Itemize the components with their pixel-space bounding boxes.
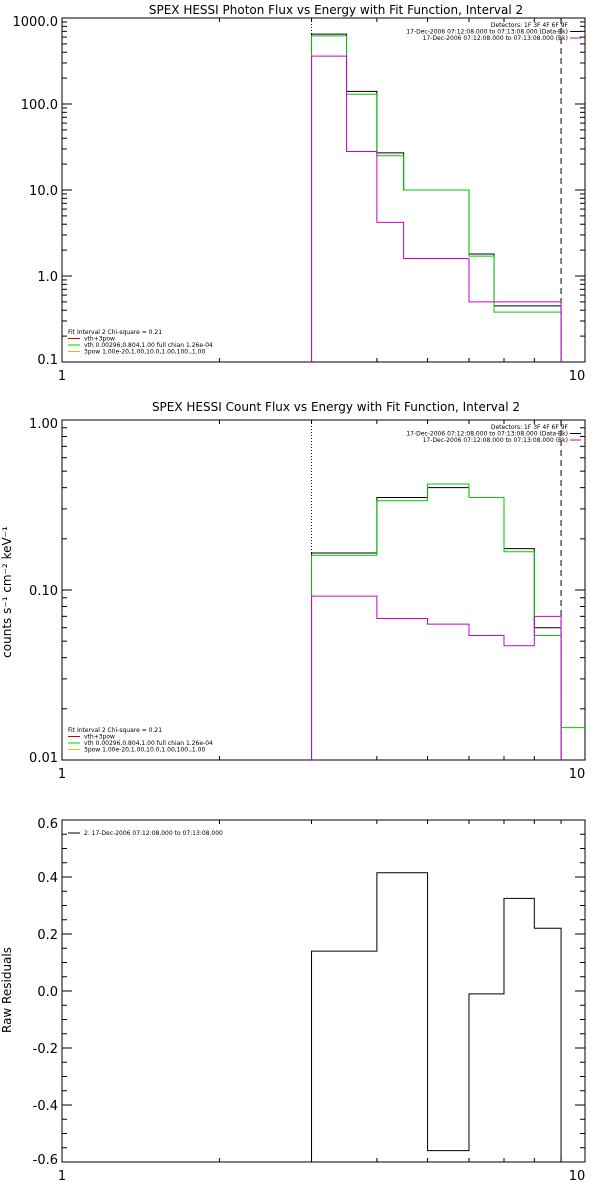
y-tick-label: 1.0 (37, 270, 58, 285)
y-tick-label: 0.6 (37, 817, 58, 832)
y-tick-label: 0.10 (29, 584, 58, 599)
y-tick-label: 1.00 (29, 417, 58, 432)
x-tick-label: 1 (58, 767, 66, 782)
legend-text: 17-Dec-2006 07:12:08.000 to 07:13:08.000… (423, 437, 568, 444)
histogram-series (311, 483, 562, 760)
histogram-series (311, 35, 562, 362)
legend-text: 17-Dec-2006 07:12:08.000 to 07:13:08.000… (423, 35, 568, 42)
y-tick-label: -0.6 (33, 1153, 58, 1168)
y-tick-label: 0.0 (37, 985, 58, 1000)
legend-text: vth 0.00296,0.804,1.00 full chian 1.26e-… (84, 342, 213, 349)
y-tick-label: 0.4 (37, 871, 58, 886)
y-tick-label: 0.01 (29, 751, 58, 766)
histogram-series (311, 872, 562, 1162)
legend-text: Fit Interval 2 Chi-square = 0.21 (68, 727, 162, 734)
legend-text: Detectors: 1F 3F 4F 6F 9F (491, 424, 569, 431)
x-tick-label: 1 (58, 1169, 66, 1184)
residuals-plot-frame (61, 819, 586, 1163)
x-tick-label: 10 (569, 1169, 586, 1184)
legend-text: 17-Dec-2006 07:12:08.000 to 07:13:08.000… (406, 431, 568, 438)
count-chart-title: SPEX HESSI Count Flux vs Energy with Fit… (152, 400, 520, 414)
legend-text: Detectors: 1F 3F 4F 6F 9F (491, 22, 569, 29)
legend-text: 3pow 1.00e-20,1.00,10.0,1.00,100.,1.00 (84, 349, 205, 356)
histogram-series (311, 33, 562, 362)
y-tick-label: -0.2 (33, 1042, 58, 1057)
histogram-series (311, 55, 562, 362)
y-tick-label: 10.0 (29, 184, 58, 199)
photon-flux-panel: SPEX HESSI Photon Flux vs Energy with Fi… (13, 3, 586, 384)
residuals-panel: Raw Residuals 1 10 -0.6 -0.4 -0.2 0.0 0.2 0.4 0.… (0, 817, 586, 1184)
histogram-series (311, 595, 562, 760)
count-plot-frame (61, 419, 586, 761)
legend-text: vth 0.00296,0.804,1.00 full chian 1.26e-… (84, 740, 213, 747)
count-flux-panel: SPEX HESSI Count Flux vs Energy with Fit… (0, 400, 586, 782)
count-y-axis-label: counts s⁻¹ cm⁻² keV⁻¹ (0, 526, 14, 658)
y-tick-label: -0.4 (33, 1099, 58, 1114)
legend-text: vth+3pow (84, 336, 115, 343)
legend-text: 2. 17-Dec-2006 07:12:08.000 to 07:13:08.… (84, 830, 223, 837)
x-tick-label: 10 (569, 369, 586, 384)
y-tick-label: 1000.0 (13, 15, 59, 30)
residuals-y-axis-label: Raw Residuals (0, 947, 14, 1033)
y-tick-label: 100.0 (21, 98, 58, 113)
photon-chart-title: SPEX HESSI Photon Flux vs Energy with Fi… (149, 3, 523, 17)
legend-text: Fit Interval 2 Chi-square = 0.21 (68, 329, 162, 336)
legend-text: 17-Dec-2006 07:12:08.000 to 07:13:08.000… (406, 29, 568, 36)
legend-text: vth+3pow (84, 734, 115, 741)
y-tick-label: 0.1 (37, 353, 58, 368)
photon-plot-frame (61, 17, 586, 363)
x-tick-label: 1 (58, 369, 66, 384)
x-tick-label: 10 (569, 767, 586, 782)
y-tick-label: 0.2 (37, 928, 58, 943)
legend-text: 3pow 1.00e-20,1.00,10.0,1.00,100.,1.00 (84, 747, 205, 754)
